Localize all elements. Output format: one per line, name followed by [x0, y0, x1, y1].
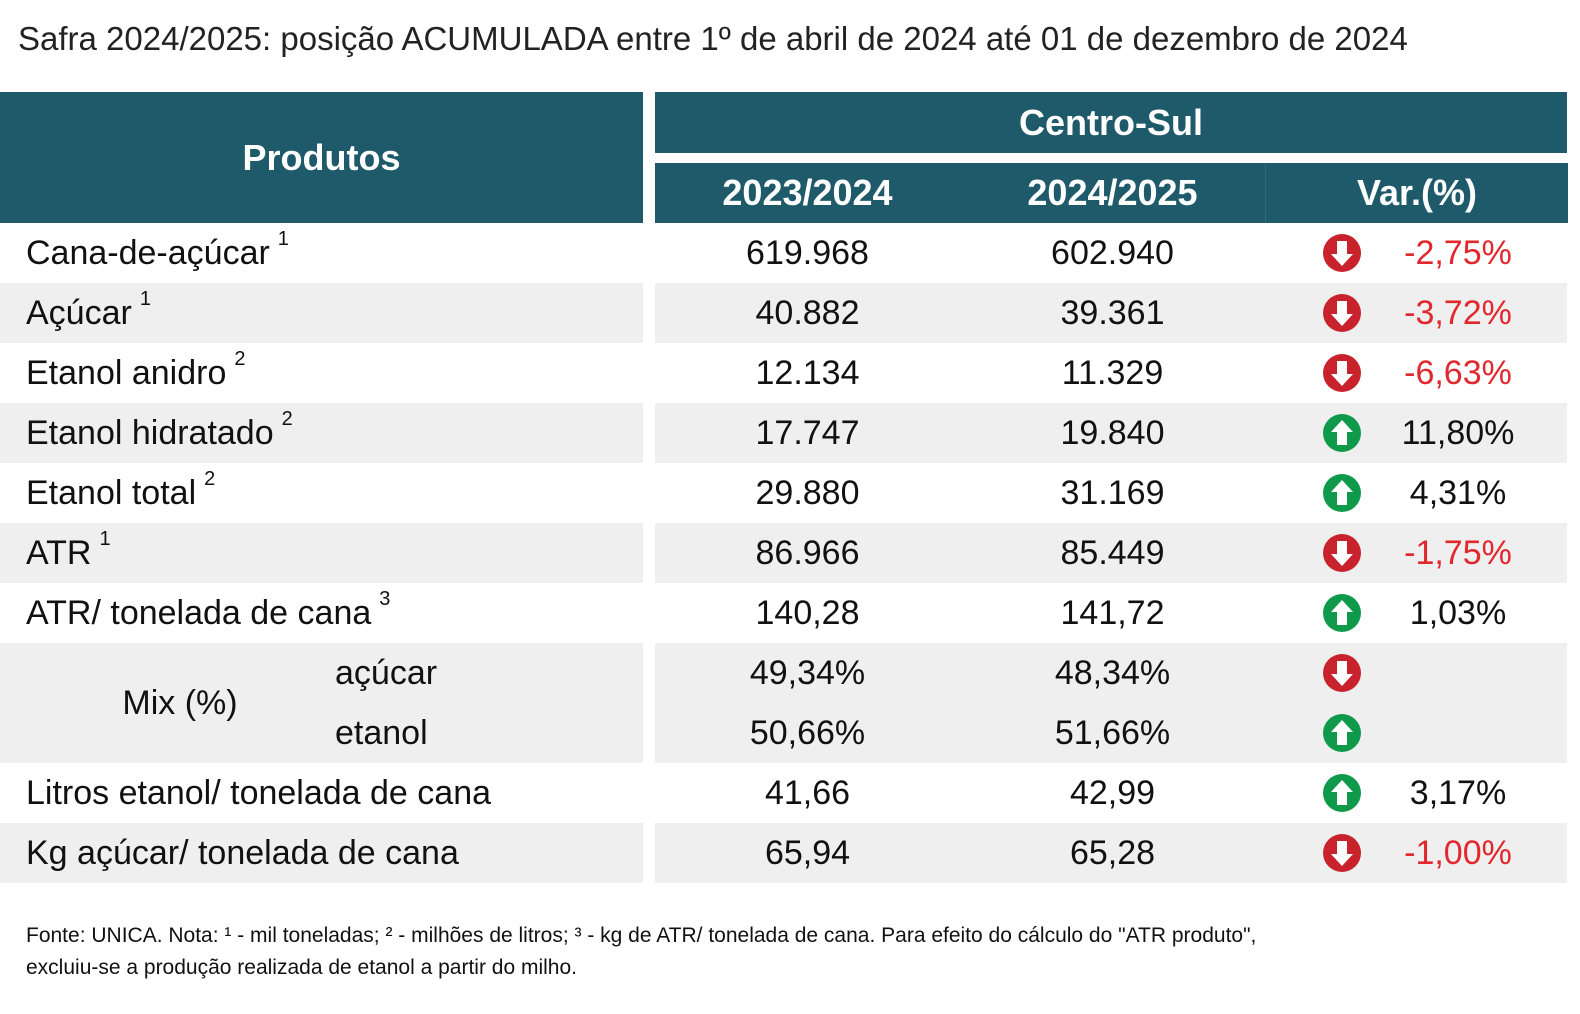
label-text: Litros etanol/ tonelada de cana	[26, 773, 492, 812]
label-text: Kg açúcar/ tonelada de cana	[26, 833, 459, 872]
row-background	[0, 823, 643, 883]
value: 48,34%	[1054, 653, 1171, 692]
footnote-ref: 3	[379, 587, 391, 610]
row-label: Cana-de-açúcar 1	[26, 223, 289, 283]
row-label: Etanol hidratado 2	[26, 403, 293, 463]
value: 86.966	[755, 533, 860, 572]
value: 85.449	[1060, 533, 1165, 572]
variation: -2,75%	[1404, 233, 1512, 272]
arrow-down	[1323, 834, 1361, 872]
header-column: Var.(%)	[1265, 163, 1568, 223]
footnote: excluiu-se a produção realizada de etano…	[26, 956, 577, 979]
value: 42,99	[1069, 773, 1156, 812]
row-label: Litros etanol/ tonelada de cana	[26, 763, 491, 823]
arrow-up	[1323, 714, 1361, 752]
value: 140,28	[755, 593, 860, 632]
row-background	[0, 283, 643, 343]
variation: -1,00%	[1404, 833, 1512, 872]
row-background	[0, 643, 643, 763]
header-products: Produtos	[0, 92, 643, 223]
footnote-ref: 1	[99, 527, 111, 550]
arrow-up	[1323, 474, 1361, 512]
label-text: Açúcar	[26, 293, 132, 332]
arrow-down	[1323, 234, 1361, 272]
header-column: 2024/2025	[960, 163, 1265, 223]
arrow-up	[1323, 594, 1361, 632]
footnote: Fonte: UNICA. Nota: ¹ - mil toneladas; ²…	[26, 924, 1257, 947]
row-label: Etanol anidro 2	[26, 343, 246, 403]
row-background	[655, 403, 1567, 463]
footnote-ref: 2	[234, 347, 246, 370]
value: 602.940	[1051, 233, 1174, 272]
variation: 1,03%	[1409, 593, 1507, 632]
value: 40.882	[755, 293, 860, 332]
label-text: Etanol hidratado	[26, 413, 274, 452]
row-label: Mix (%)	[122, 683, 238, 722]
value: 19.840	[1060, 413, 1165, 452]
arrow-down	[1323, 294, 1361, 332]
value: 51,66%	[1054, 713, 1171, 752]
row-label: ATR/ tonelada de cana 3	[26, 583, 390, 643]
value: 41,66	[764, 773, 851, 812]
arrow-up	[1323, 774, 1361, 812]
value: 141,72	[1060, 593, 1165, 632]
sub-label: açúcar	[335, 653, 438, 692]
row-background	[655, 283, 1567, 343]
title: Safra 2024/2025: posição ACUMULADA entre…	[18, 20, 1408, 57]
value: 12.134	[755, 353, 860, 392]
header-column: 2023/2024	[655, 163, 960, 223]
row-label: ATR 1	[26, 523, 111, 583]
variation: -6,63%	[1404, 353, 1512, 392]
variation: -3,72%	[1404, 293, 1512, 332]
value: 31.169	[1060, 473, 1165, 512]
row-background	[0, 523, 643, 583]
row-background	[0, 403, 643, 463]
arrow-down	[1323, 354, 1361, 392]
footnote-ref: 1	[277, 227, 289, 250]
sub-label: etanol	[335, 713, 428, 752]
value: 619.968	[746, 233, 869, 272]
label-text: Etanol total	[26, 473, 197, 512]
value: 11.329	[1061, 353, 1164, 392]
footnote-ref: 2	[281, 407, 293, 430]
variation: 3,17%	[1409, 773, 1507, 812]
label-text: ATR	[26, 533, 92, 572]
header-region: Centro-Sul	[655, 92, 1567, 153]
footnote-ref: 1	[139, 287, 151, 310]
variation: 11,80%	[1401, 413, 1515, 452]
variation: -1,75%	[1404, 533, 1512, 572]
row-background	[655, 823, 1567, 883]
label-text: ATR/ tonelada de cana	[26, 593, 372, 632]
row-label: Açúcar 1	[26, 283, 151, 343]
arrow-up	[1323, 414, 1361, 452]
value: 49,34%	[749, 653, 866, 692]
value: 50,66%	[749, 713, 866, 752]
footnote-ref: 2	[204, 467, 216, 490]
row-background	[655, 523, 1567, 583]
value: 29.880	[755, 473, 860, 512]
label-text: Cana-de-açúcar	[26, 233, 270, 272]
row-label: Kg açúcar/ tonelada de cana	[26, 823, 459, 883]
label-text: Etanol anidro	[26, 353, 227, 392]
arrow-down	[1323, 534, 1361, 572]
value: 39.361	[1060, 293, 1165, 332]
arrow-down	[1323, 654, 1361, 692]
value: 17.747	[755, 413, 860, 452]
row-label: Etanol total 2	[26, 463, 215, 523]
row-background	[655, 643, 1567, 763]
value: 65,94	[764, 833, 851, 872]
variation: 4,31%	[1409, 473, 1507, 512]
value: 65,28	[1069, 833, 1156, 872]
